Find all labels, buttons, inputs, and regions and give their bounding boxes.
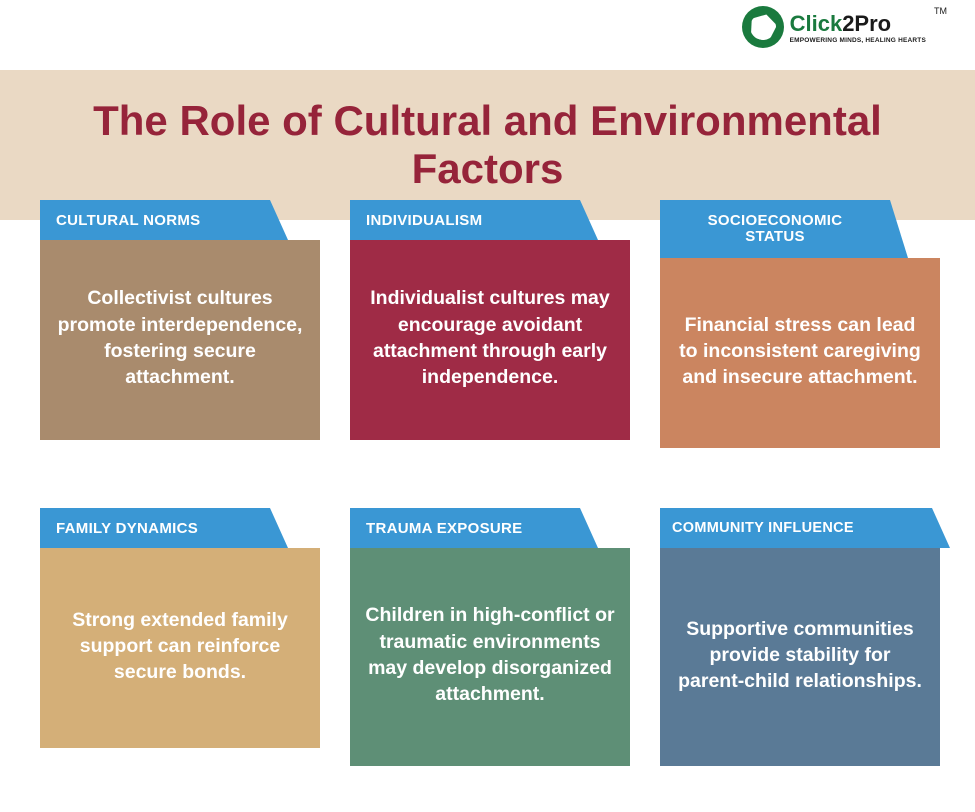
factor-card: TRAUMA EXPOSURE Children in high-conflict… bbox=[350, 508, 630, 766]
card-grid: CULTURAL NORMS Collectivist cultures prom… bbox=[40, 200, 945, 766]
card-label: COMMUNITY INFLUENCE bbox=[672, 520, 854, 536]
logo-tagline: EMPOWERING MINDS, HEALING HEARTS bbox=[790, 37, 926, 44]
factor-card: SOCIOECONOMIC STATUS Financial stress can… bbox=[660, 200, 940, 448]
card-label: TRAUMA EXPOSURE bbox=[366, 520, 522, 537]
card-label: CULTURAL NORMS bbox=[56, 212, 200, 229]
card-label: INDIVIDUALISM bbox=[366, 212, 482, 229]
logo-brand: Click2Pro bbox=[790, 11, 926, 37]
card-label: FAMILY DYNAMICS bbox=[56, 520, 198, 537]
brand-logo: Click2Pro EMPOWERING MINDS, HEALING HEAR… bbox=[742, 6, 947, 48]
card-label: SOCIOECONOMIC STATUS bbox=[682, 213, 868, 246]
factor-card: CULTURAL NORMS Collectivist cultures prom… bbox=[40, 200, 320, 448]
card-body: Collectivist cultures promote interdepen… bbox=[40, 240, 320, 440]
card-body: Strong extended family support can reinf… bbox=[40, 548, 320, 748]
card-tab: COMMUNITY INFLUENCE bbox=[660, 508, 932, 548]
page-title: The Role of Cultural and Environmental F… bbox=[40, 97, 935, 194]
factor-card: FAMILY DYNAMICS Strong extended family su… bbox=[40, 508, 320, 766]
card-tab: INDIVIDUALISM bbox=[350, 200, 580, 240]
card-tab: SOCIOECONOMIC STATUS bbox=[660, 200, 890, 258]
factor-card: INDIVIDUALISM Individualist cultures may … bbox=[350, 200, 630, 448]
card-tab: FAMILY DYNAMICS bbox=[40, 508, 270, 548]
card-body: Financial stress can lead to inconsisten… bbox=[660, 258, 940, 448]
card-body: Supportive communities provide stability… bbox=[660, 548, 940, 766]
factor-card: COMMUNITY INFLUENCE Supportive communitie… bbox=[660, 508, 940, 766]
card-tab: TRAUMA EXPOSURE bbox=[350, 508, 580, 548]
logo-icon bbox=[742, 6, 784, 48]
card-body: Individualist cultures may encourage avo… bbox=[350, 240, 630, 440]
title-band: The Role of Cultural and Environmental F… bbox=[0, 70, 975, 220]
card-body: Children in high-conflict or traumatic e… bbox=[350, 548, 630, 766]
trademark: TM bbox=[934, 6, 947, 16]
card-tab: CULTURAL NORMS bbox=[40, 200, 270, 240]
